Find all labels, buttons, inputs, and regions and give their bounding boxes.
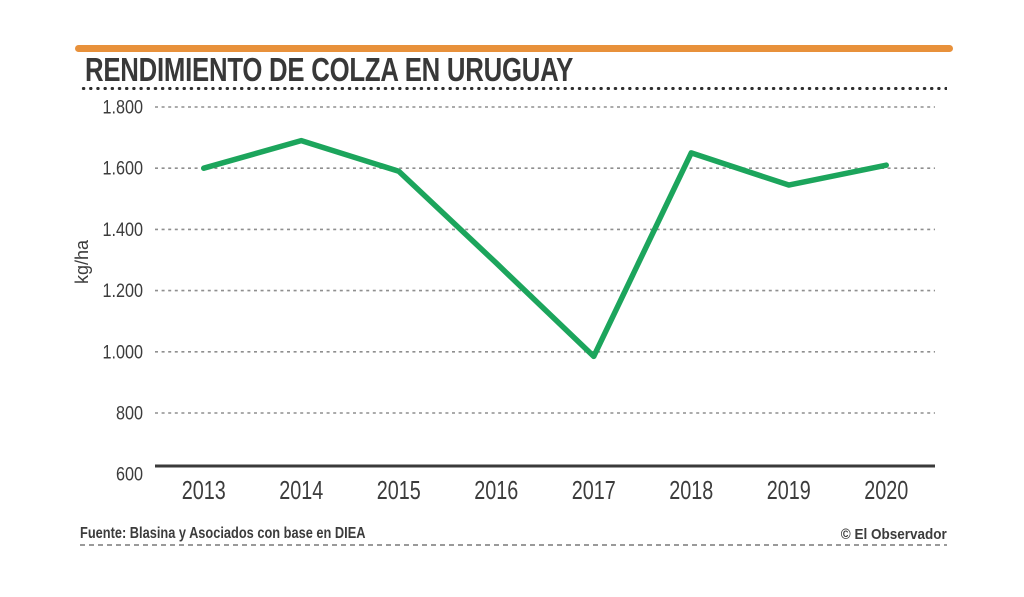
page-title: RENDIMIENTO DE COLZA EN URUGUAY: [85, 51, 574, 88]
x-tick-label: 2015: [377, 475, 421, 505]
y-tick-label: 800: [116, 404, 143, 425]
y-tick-label: 1.200: [103, 281, 144, 302]
source-caption: Fuente: Blasina y Asociados con base en …: [80, 525, 366, 542]
y-axis-unit-label: kg/ha: [72, 239, 92, 284]
x-tick-label: 2017: [572, 475, 616, 505]
y-tick-label: 1.000: [103, 342, 144, 363]
y-tick-label: 600: [116, 465, 143, 486]
y-tick-label: 1.600: [103, 159, 144, 180]
y-tick-label: 1.800: [103, 98, 144, 119]
accent-bar: [75, 45, 953, 52]
x-tick-label: 2019: [767, 475, 811, 505]
x-tick-label: 2018: [669, 475, 713, 505]
credit-caption: © El Observador: [841, 526, 947, 543]
y-tick-label: 1.400: [103, 220, 144, 241]
footer-divider: [80, 544, 947, 546]
title-divider: [80, 86, 947, 91]
yield-line: [201, 137, 889, 360]
x-tick-label: 2013: [182, 475, 226, 505]
x-tick-label: 2014: [279, 475, 323, 505]
x-tick-label: 2016: [474, 475, 518, 505]
x-tick-label: 2020: [864, 475, 908, 505]
